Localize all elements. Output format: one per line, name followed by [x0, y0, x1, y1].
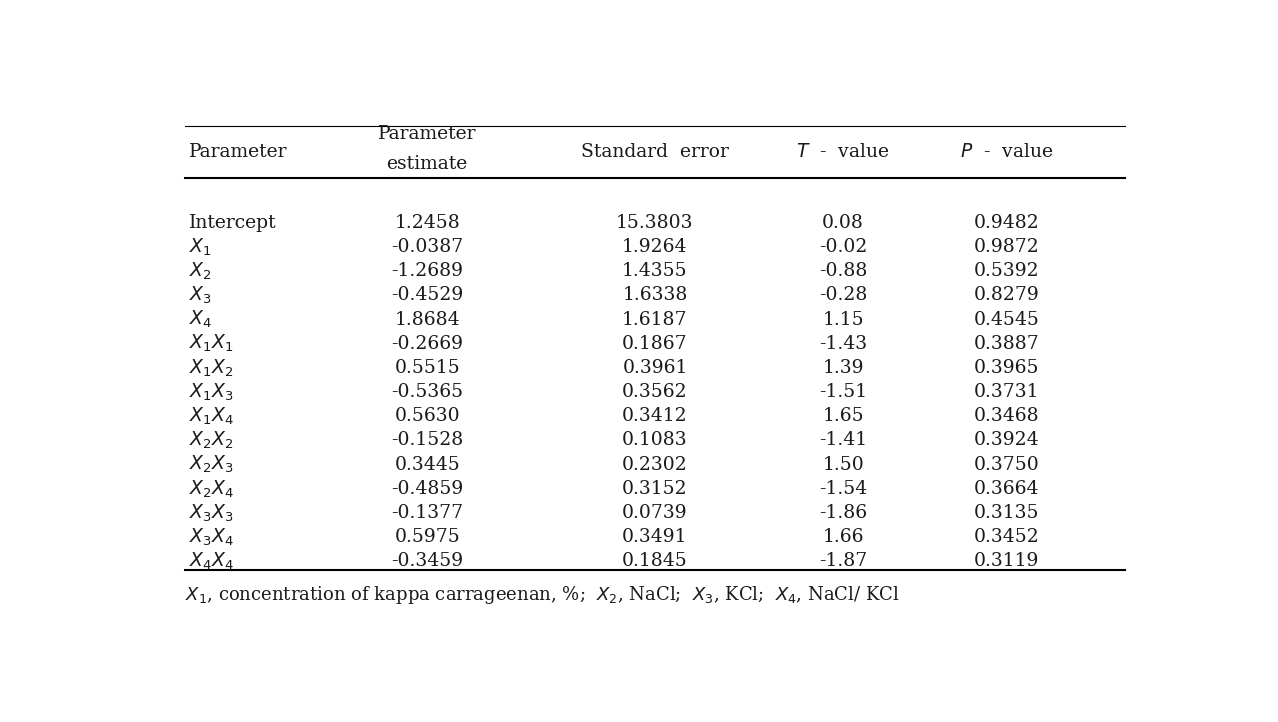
Text: -0.4529: -0.4529: [391, 287, 464, 305]
Text: 0.3731: 0.3731: [974, 383, 1039, 401]
Text: -0.3459: -0.3459: [391, 552, 463, 570]
Text: Parameter: Parameter: [378, 125, 477, 143]
Text: -1.51: -1.51: [819, 383, 868, 401]
Text: $X_1X_1$: $X_1X_1$: [189, 333, 234, 355]
Text: -1.87: -1.87: [819, 552, 868, 570]
Text: 0.3562: 0.3562: [622, 383, 688, 401]
Text: $X_1$: $X_1$: [189, 236, 212, 258]
Text: $P$  -  value: $P$ - value: [960, 143, 1053, 161]
Text: 1.6187: 1.6187: [622, 310, 688, 329]
Text: 1.6338: 1.6338: [622, 287, 688, 305]
Text: 1.2458: 1.2458: [395, 214, 460, 232]
Text: -0.5365: -0.5365: [391, 383, 463, 401]
Text: 1.8684: 1.8684: [395, 310, 460, 329]
Text: $X_3$: $X_3$: [189, 284, 212, 306]
Text: 0.3961: 0.3961: [622, 359, 688, 377]
Text: $X_2$: $X_2$: [189, 261, 212, 282]
Text: 0.4545: 0.4545: [974, 310, 1039, 329]
Text: 15.3803: 15.3803: [616, 214, 694, 232]
Text: -0.02: -0.02: [819, 238, 868, 256]
Text: -0.0387: -0.0387: [391, 238, 464, 256]
Text: Intercept: Intercept: [189, 214, 277, 232]
Text: $X_2X_2$: $X_2X_2$: [189, 430, 234, 451]
Text: 1.65: 1.65: [822, 407, 864, 425]
Text: Standard  error: Standard error: [581, 143, 728, 161]
Text: 0.3924: 0.3924: [974, 432, 1039, 450]
Text: $T$  -  value: $T$ - value: [796, 143, 889, 161]
Text: 0.8279: 0.8279: [974, 287, 1039, 305]
Text: 0.3135: 0.3135: [974, 504, 1039, 522]
Text: 0.9482: 0.9482: [974, 214, 1039, 232]
Text: 0.3452: 0.3452: [974, 529, 1039, 547]
Text: $X_3X_3$: $X_3X_3$: [189, 503, 234, 523]
Text: 0.3887: 0.3887: [974, 335, 1039, 353]
Text: $X_1X_2$: $X_1X_2$: [189, 357, 234, 378]
Text: 0.3965: 0.3965: [974, 359, 1039, 377]
Text: 0.9872: 0.9872: [974, 238, 1039, 256]
Text: 1.39: 1.39: [823, 359, 864, 377]
Text: $X_4X_4$: $X_4X_4$: [189, 551, 234, 572]
Text: 1.9264: 1.9264: [622, 238, 688, 256]
Text: 0.3664: 0.3664: [974, 480, 1039, 498]
Text: 0.3412: 0.3412: [622, 407, 688, 425]
Text: 0.2302: 0.2302: [622, 456, 688, 474]
Text: -1.54: -1.54: [819, 480, 868, 498]
Text: -1.2689: -1.2689: [391, 262, 463, 280]
Text: $X_1X_4$: $X_1X_4$: [189, 406, 234, 427]
Text: -1.86: -1.86: [819, 504, 868, 522]
Text: $X_2X_4$: $X_2X_4$: [189, 478, 234, 500]
Text: $X_4$: $X_4$: [189, 309, 212, 330]
Text: 0.0739: 0.0739: [622, 504, 688, 522]
Text: -0.28: -0.28: [819, 287, 868, 305]
Text: -1.43: -1.43: [819, 335, 868, 353]
Text: 0.5975: 0.5975: [395, 529, 460, 547]
Text: 0.1083: 0.1083: [622, 432, 688, 450]
Text: 0.5392: 0.5392: [974, 262, 1039, 280]
Text: 0.5515: 0.5515: [395, 359, 460, 377]
Text: -1.41: -1.41: [819, 432, 868, 450]
Text: -0.1528: -0.1528: [391, 432, 464, 450]
Text: 0.3152: 0.3152: [622, 480, 688, 498]
Text: -0.88: -0.88: [819, 262, 868, 280]
Text: Parameter: Parameter: [189, 143, 288, 161]
Text: 0.3491: 0.3491: [622, 529, 688, 547]
Text: $X_3X_4$: $X_3X_4$: [189, 526, 234, 548]
Text: estimate: estimate: [386, 155, 468, 173]
Text: -0.2669: -0.2669: [391, 335, 463, 353]
Text: 0.1867: 0.1867: [622, 335, 688, 353]
Text: $X_2X_3$: $X_2X_3$: [189, 454, 234, 475]
Text: 0.08: 0.08: [822, 214, 864, 232]
Text: 0.3468: 0.3468: [974, 407, 1039, 425]
Text: 0.5630: 0.5630: [395, 407, 460, 425]
Text: $X_1$, concentration of kappa carrageenan, %;  $X_2$, NaCl;  $X_3$, KCl;  $X_4$,: $X_1$, concentration of kappa carrageena…: [184, 583, 900, 606]
Text: 0.3445: 0.3445: [395, 456, 460, 474]
Text: -0.1377: -0.1377: [391, 504, 463, 522]
Text: 0.3750: 0.3750: [974, 456, 1039, 474]
Text: 0.1845: 0.1845: [622, 552, 688, 570]
Text: $X_1X_3$: $X_1X_3$: [189, 381, 234, 403]
Text: 0.3119: 0.3119: [974, 552, 1039, 570]
Text: -0.4859: -0.4859: [391, 480, 464, 498]
Text: 1.66: 1.66: [823, 529, 864, 547]
Text: 1.4355: 1.4355: [622, 262, 688, 280]
Text: 1.15: 1.15: [822, 310, 864, 329]
Text: 1.50: 1.50: [822, 456, 864, 474]
